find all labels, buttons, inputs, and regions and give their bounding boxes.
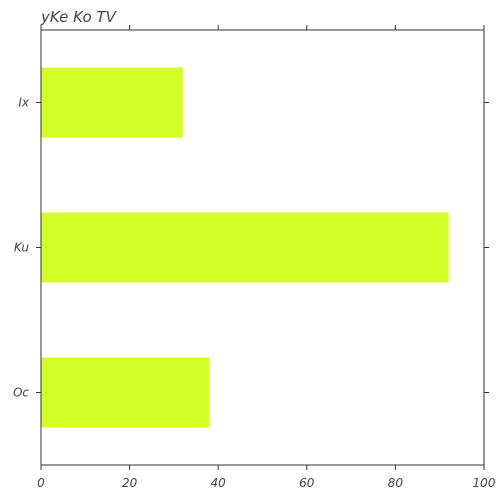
y-tick-label: Ku	[14, 241, 30, 255]
bar-ix	[41, 67, 183, 138]
y-tick-label: Oc	[13, 386, 29, 400]
x-tick-label: 100	[473, 476, 496, 490]
x-tick-label: 60	[299, 476, 315, 490]
y-axis-ticks: Ix Ku Oc	[13, 96, 489, 400]
x-tick-label: 40	[211, 476, 227, 490]
bars-group	[41, 67, 449, 428]
bar-oc	[41, 357, 210, 428]
x-tick-label: 0	[37, 476, 45, 490]
x-axis-ticks: 0 20 40 60 80 100	[37, 25, 496, 490]
chart-title: yKe Ko TV	[40, 8, 118, 26]
x-tick-label: 20	[122, 476, 138, 490]
y-tick-label: Ix	[18, 96, 30, 110]
bar-ku	[41, 212, 449, 283]
x-tick-label: 80	[388, 476, 404, 490]
